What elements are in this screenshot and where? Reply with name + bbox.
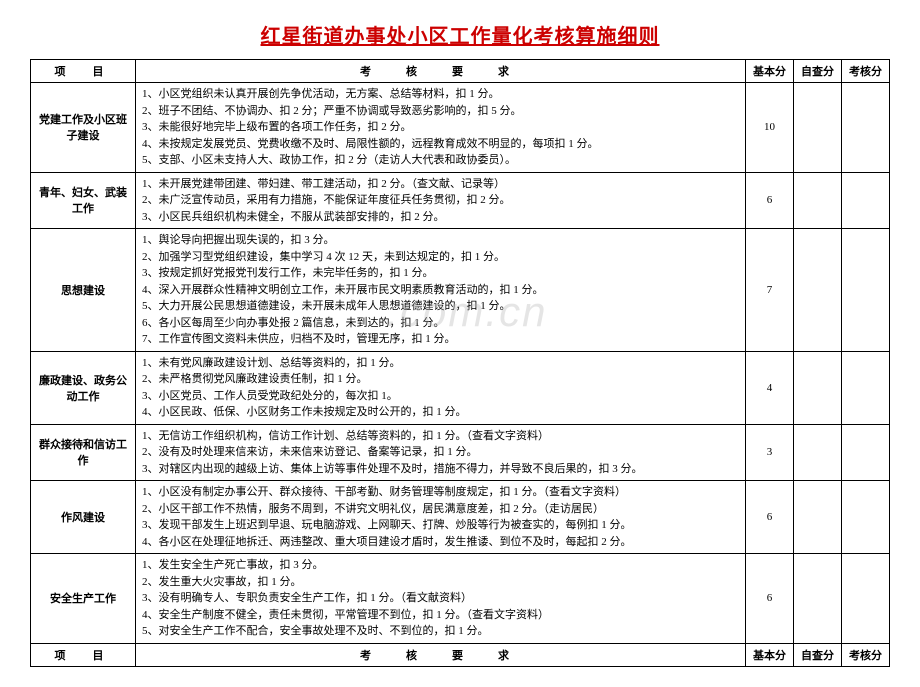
cell-requirement: 1、未开展党建带团建、带妇建、带工建活动，扣 2 分。（查文献、记录等）2、未广…: [136, 172, 746, 229]
cell-base-score: 6: [746, 172, 794, 229]
cell-project: 思想建设: [31, 229, 136, 352]
document-title: 红星街道办事处小区工作量化考核算施细则: [30, 20, 890, 49]
cell-self-score: [794, 172, 842, 229]
header-base-score: 基本分: [746, 60, 794, 83]
cell-requirement: 1、小区没有制定办事公开、群众接待、干部考勤、财务管理等制度规定，扣 1 分。（…: [136, 481, 746, 554]
footer-assess-score: 考核分: [842, 643, 890, 666]
cell-project: 作风建设: [31, 481, 136, 554]
cell-requirement: 1、无信访工作组织机构，信访工作计划、总结等资料的，扣 1 分。（查看文字资料）…: [136, 424, 746, 481]
table-row: 作风建设1、小区没有制定办事公开、群众接待、干部考勤、财务管理等制度规定，扣 1…: [31, 481, 890, 554]
cell-self-score: [794, 554, 842, 644]
cell-project: 青年、妇女、武装工作: [31, 172, 136, 229]
cell-assess-score: [842, 481, 890, 554]
header-requirement: 考 核 要 求: [136, 60, 746, 83]
cell-project: 廉政建设、政务公动工作: [31, 351, 136, 424]
cell-requirement: 1、小区党组织未认真开展创先争优活动，无方案、总结等材料，扣 1 分。2、班子不…: [136, 83, 746, 173]
cell-requirement: 1、发生安全生产死亡事故，扣 3 分。2、发生重大火灾事故，扣 1 分。3、没有…: [136, 554, 746, 644]
cell-assess-score: [842, 83, 890, 173]
header-self-score: 自查分: [794, 60, 842, 83]
cell-base-score: 7: [746, 229, 794, 352]
footer-requirement: 考 核 要 求: [136, 643, 746, 666]
cell-project: 群众接待和信访工作: [31, 424, 136, 481]
table-row: 青年、妇女、武装工作1、未开展党建带团建、带妇建、带工建活动，扣 2 分。（查文…: [31, 172, 890, 229]
cell-base-score: 4: [746, 351, 794, 424]
cell-self-score: [794, 83, 842, 173]
cell-self-score: [794, 351, 842, 424]
cell-self-score: [794, 229, 842, 352]
table-row: 思想建设1、舆论导向把握出现失误的，扣 3 分。2、加强学习型党组织建设，集中学…: [31, 229, 890, 352]
header-assess-score: 考核分: [842, 60, 890, 83]
cell-self-score: [794, 424, 842, 481]
cell-base-score: 6: [746, 554, 794, 644]
assessment-table: 项 目 考 核 要 求 基本分 自查分 考核分 党建工作及小区班子建设1、小区党…: [30, 59, 890, 667]
table-row: 党建工作及小区班子建设1、小区党组织未认真开展创先争优活动，无方案、总结等材料，…: [31, 83, 890, 173]
footer-self-score: 自查分: [794, 643, 842, 666]
cell-requirement: 1、未有党风廉政建设计划、总结等资料的，扣 1 分。2、未严格贯彻党风廉政建设责…: [136, 351, 746, 424]
cell-project: 安全生产工作: [31, 554, 136, 644]
cell-assess-score: [842, 554, 890, 644]
table-header-row: 项 目 考 核 要 求 基本分 自查分 考核分: [31, 60, 890, 83]
table-footer-row: 项 目 考 核 要 求 基本分 自查分 考核分: [31, 643, 890, 666]
cell-project: 党建工作及小区班子建设: [31, 83, 136, 173]
footer-project: 项 目: [31, 643, 136, 666]
cell-assess-score: [842, 229, 890, 352]
cell-base-score: 6: [746, 481, 794, 554]
cell-assess-score: [842, 351, 890, 424]
cell-assess-score: [842, 424, 890, 481]
cell-self-score: [794, 481, 842, 554]
cell-requirement: 1、舆论导向把握出现失误的，扣 3 分。2、加强学习型党组织建设，集中学习 4 …: [136, 229, 746, 352]
cell-assess-score: [842, 172, 890, 229]
table-row: 廉政建设、政务公动工作1、未有党风廉政建设计划、总结等资料的，扣 1 分。2、未…: [31, 351, 890, 424]
header-project: 项 目: [31, 60, 136, 83]
cell-base-score: 3: [746, 424, 794, 481]
cell-base-score: 10: [746, 83, 794, 173]
footer-base-score: 基本分: [746, 643, 794, 666]
table-row: 安全生产工作1、发生安全生产死亡事故，扣 3 分。2、发生重大火灾事故，扣 1 …: [31, 554, 890, 644]
table-row: 群众接待和信访工作1、无信访工作组织机构，信访工作计划、总结等资料的，扣 1 分…: [31, 424, 890, 481]
